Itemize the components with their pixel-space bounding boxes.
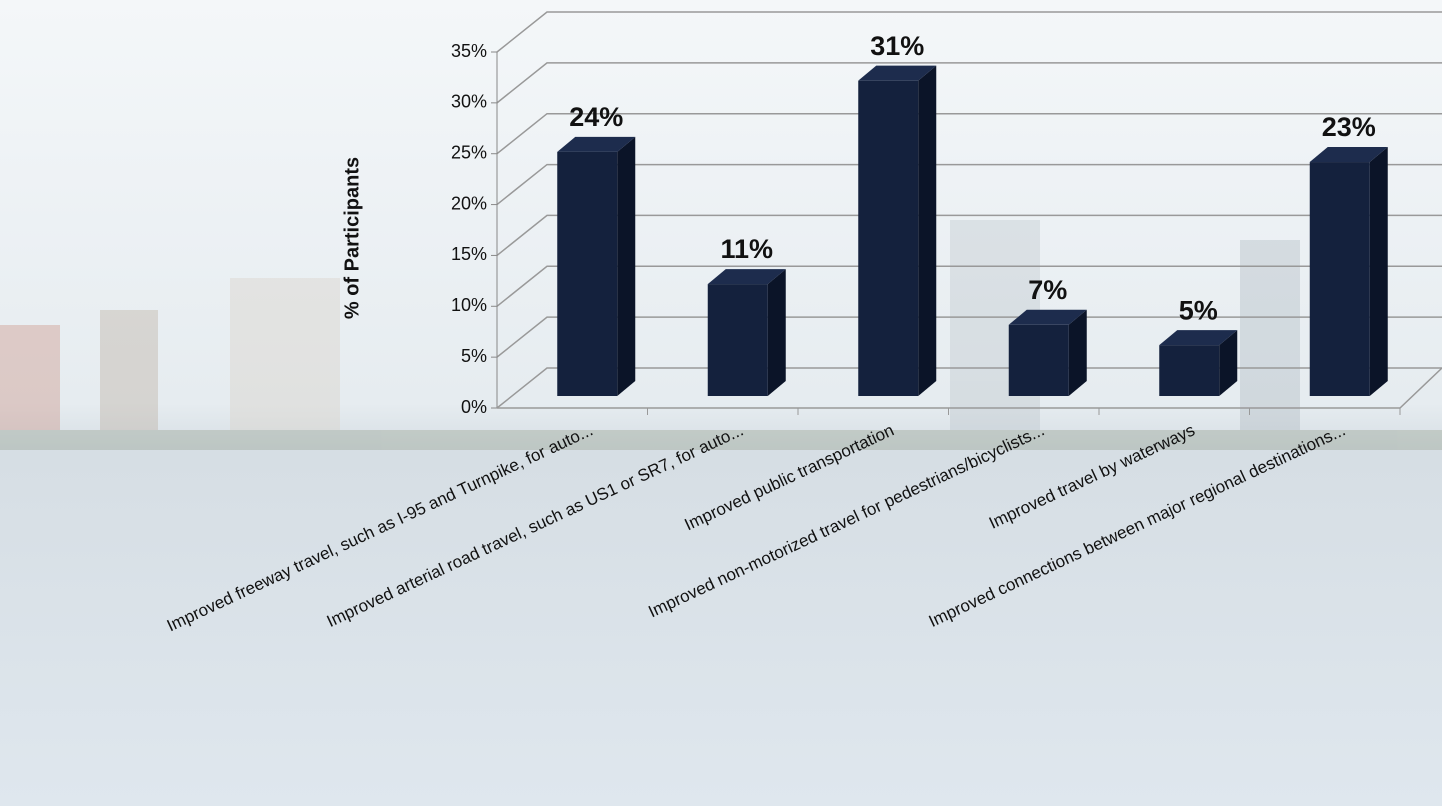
bar-top [858, 65, 937, 81]
bar [557, 151, 618, 396]
grid-line [496, 316, 1442, 358]
y-tick-label: 10% [451, 295, 487, 315]
value-label: 23% [1322, 112, 1376, 142]
y-axis-label: % of Participants [341, 157, 363, 319]
grid-line [496, 163, 1442, 206]
y-tick-label: 35% [451, 41, 487, 61]
grid-line [496, 62, 1442, 104]
bar [707, 284, 768, 396]
bar-top [1159, 330, 1238, 346]
value-label: 24% [569, 102, 623, 132]
bar-side [1369, 147, 1388, 396]
grid-line [496, 367, 1442, 409]
y-tick-label: 25% [451, 142, 487, 162]
bar [858, 80, 919, 396]
bar [1008, 324, 1069, 396]
y-tick-label: 30% [451, 92, 487, 112]
bar-top [1008, 309, 1087, 325]
skyline [0, 220, 1442, 450]
grid-line [496, 214, 1442, 257]
value-label: 5% [1179, 295, 1218, 325]
bar [1309, 162, 1370, 396]
bar-side [617, 136, 636, 396]
bar-side [918, 65, 937, 396]
bar-top [557, 136, 636, 152]
y-tick-label: 15% [451, 244, 487, 264]
bar-side [1068, 309, 1087, 396]
value-label: 7% [1028, 275, 1067, 305]
bar-top [1309, 147, 1388, 163]
value-label: 11% [720, 234, 773, 264]
y-tick-label: 0% [461, 397, 487, 417]
grid-line [496, 265, 1442, 307]
bar-side [767, 269, 786, 396]
bar-top [707, 269, 786, 285]
bar-side [1219, 330, 1238, 396]
bar [1159, 345, 1220, 396]
y-tick-label: 20% [451, 193, 487, 213]
grid-line [496, 112, 1442, 155]
value-label: 31% [870, 31, 924, 61]
y-tick-label: 5% [461, 346, 487, 366]
grid-line [496, 11, 1442, 53]
